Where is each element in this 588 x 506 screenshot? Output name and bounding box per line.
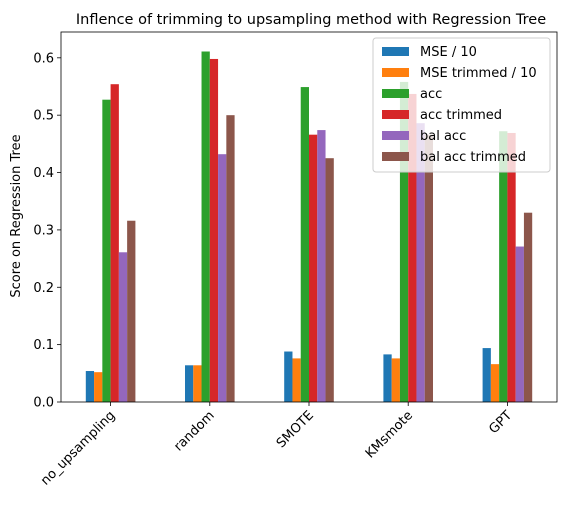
bar xyxy=(185,365,194,402)
y-tick-label: 0.5 xyxy=(33,109,54,124)
bar xyxy=(490,364,500,402)
bar xyxy=(110,84,119,402)
y-tick-label: 0.1 xyxy=(33,338,54,353)
bar xyxy=(416,123,425,403)
bar xyxy=(408,93,417,402)
bar xyxy=(499,131,508,403)
legend-label: bal acc xyxy=(420,129,466,144)
bar xyxy=(507,132,516,402)
legend-box xyxy=(372,37,551,173)
bar xyxy=(309,134,318,402)
chart-title: Inflence of trimming to upsampling metho… xyxy=(76,12,546,28)
bar xyxy=(391,358,400,402)
legend-label: acc trimmed xyxy=(420,108,502,123)
legend-label: acc xyxy=(420,87,442,102)
y-axis-label: Score on Regression Tree xyxy=(9,134,24,297)
y-tick-label: 0.3 xyxy=(33,223,54,238)
legend-label: MSE trimmed / 10 xyxy=(420,66,537,81)
y-tick-label: 0.2 xyxy=(33,281,54,296)
bar xyxy=(325,158,334,402)
y-tick-label: 0.6 xyxy=(33,51,54,66)
legend-label: bal acc trimmed xyxy=(420,150,526,165)
bar xyxy=(201,51,210,402)
legend: MSE / 10 MSE trimmed / 10 acc acc trimmed ba… xyxy=(372,37,551,173)
bar xyxy=(118,252,128,402)
bar xyxy=(284,351,293,402)
plot-area: 0.00.10.20.30.40.50.6no_upsampling random… xyxy=(33,31,558,489)
legend-swatch xyxy=(382,110,409,119)
bar xyxy=(523,212,533,402)
bar xyxy=(399,81,409,402)
bar xyxy=(482,348,491,402)
bar xyxy=(94,372,103,402)
legend-swatch xyxy=(382,47,409,56)
bar xyxy=(383,354,392,402)
bar xyxy=(515,246,524,402)
bar xyxy=(102,99,111,402)
bar xyxy=(218,154,227,402)
bar xyxy=(317,130,326,402)
bar xyxy=(193,365,202,402)
legend-swatch xyxy=(382,68,409,77)
legend-label: MSE / 10 xyxy=(420,45,477,60)
y-tick-label: 0.0 xyxy=(33,396,54,411)
bar xyxy=(226,115,235,403)
legend-swatch xyxy=(382,131,409,140)
bar xyxy=(209,58,219,403)
bar xyxy=(127,220,136,402)
bar xyxy=(300,87,309,402)
legend-swatch xyxy=(382,152,409,161)
y-tick-label: 0.4 xyxy=(33,166,54,181)
bar xyxy=(424,134,433,402)
bar xyxy=(292,358,301,402)
legend-swatch xyxy=(382,89,409,98)
bar xyxy=(85,371,95,402)
